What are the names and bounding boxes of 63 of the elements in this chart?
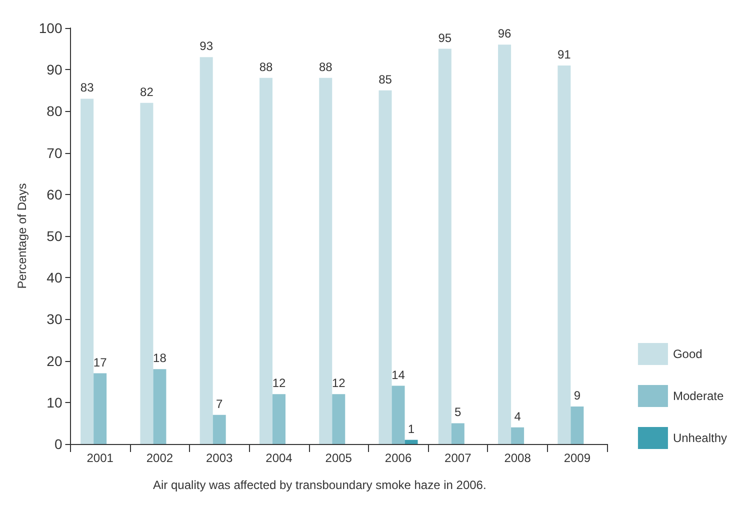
legend-label: Moderate — [672, 389, 724, 403]
x-tick-label: 2005 — [325, 451, 352, 465]
bar — [438, 48, 452, 444]
data-label: 88 — [259, 60, 273, 74]
bar — [200, 57, 213, 444]
data-label: 17 — [93, 355, 108, 370]
data-label: 96 — [498, 26, 512, 41]
bar — [319, 78, 332, 444]
data-label: 5 — [454, 405, 462, 420]
bar — [451, 423, 464, 444]
y-axis-title: Percentage of Days — [15, 183, 29, 289]
bar — [498, 44, 512, 444]
data-label: 14 — [392, 368, 406, 382]
x-tick-label: 2009 — [564, 451, 591, 465]
bar — [153, 369, 166, 444]
y-tick-label: 0 — [54, 436, 62, 452]
bar — [332, 394, 346, 444]
bar — [94, 373, 107, 444]
bar — [392, 386, 405, 444]
data-label: 4 — [514, 409, 522, 424]
x-tick-label: 2001 — [86, 451, 114, 465]
legend-label: Unhealthy — [672, 431, 728, 445]
bar — [80, 98, 94, 444]
bar — [404, 440, 418, 444]
data-label: 82 — [140, 84, 154, 99]
x-tick-label: 2004 — [266, 451, 293, 465]
x-tick-label: 2002 — [146, 451, 174, 465]
x-tick-label: 2006 — [384, 451, 412, 465]
y-tick-label: 20 — [46, 352, 62, 369]
data-label: 88 — [318, 60, 333, 74]
y-tick-label: 80 — [46, 103, 62, 120]
bar — [558, 65, 571, 444]
data-label: 95 — [438, 30, 452, 45]
y-tick-label: 60 — [46, 186, 62, 202]
data-label: 83 — [80, 80, 94, 95]
x-tick-label: 2007 — [444, 451, 472, 465]
text: Air quality was affected by transboundary smoke haze in 2006. — [153, 478, 486, 492]
bar — [272, 394, 286, 444]
x-tick-label: 2003 — [206, 451, 234, 465]
y-tick-label: 30 — [46, 311, 62, 328]
y-tick-label: 10 — [46, 394, 62, 410]
data-label: 12 — [272, 376, 286, 390]
bar — [511, 427, 524, 444]
data-label: 85 — [378, 72, 392, 86]
bar — [140, 102, 154, 444]
data-label: 1 — [408, 422, 415, 436]
x-tick-label: 2008 — [504, 451, 532, 465]
y-tick-label: 50 — [46, 228, 62, 244]
y-tick-label: 100 — [38, 20, 62, 36]
data-label: 18 — [153, 351, 167, 366]
bar — [259, 78, 272, 444]
bar — [570, 406, 584, 444]
data-label: 93 — [200, 39, 214, 54]
bar — [378, 90, 392, 444]
data-label: 9 — [574, 388, 581, 403]
data-label: 7 — [216, 396, 224, 411]
y-tick-label: 40 — [46, 270, 62, 286]
y-tick-label: 90 — [46, 62, 62, 78]
data-label: 91 — [558, 47, 572, 62]
y-tick-label: 70 — [46, 144, 62, 161]
bar — [212, 414, 226, 444]
legend-label: Good — [672, 347, 702, 361]
data-label: 12 — [332, 376, 346, 390]
